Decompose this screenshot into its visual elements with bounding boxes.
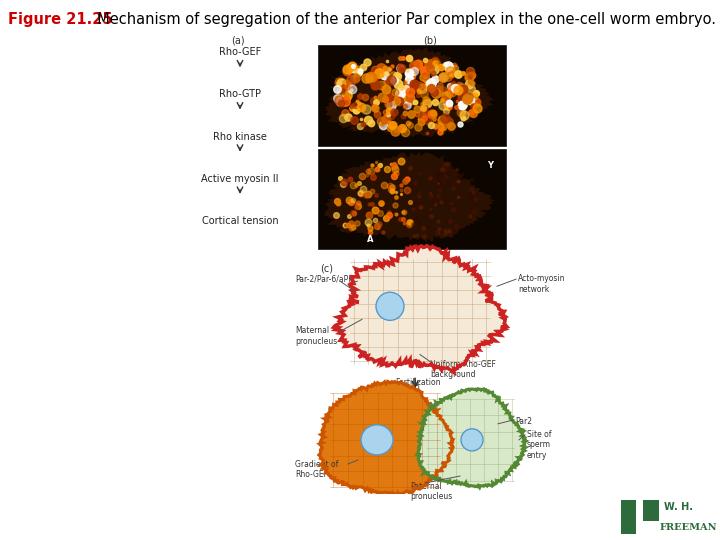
Polygon shape: [325, 152, 495, 242]
FancyBboxPatch shape: [643, 500, 659, 521]
Text: (c): (c): [320, 263, 333, 273]
Text: Copyright © 2013 by W. H. Freeman and Company: Copyright © 2013 by W. H. Freeman and Co…: [228, 512, 492, 522]
Bar: [318, 148, 506, 249]
Ellipse shape: [376, 292, 404, 320]
Text: (b): (b): [423, 35, 437, 45]
Text: Active myosin II: Active myosin II: [202, 174, 279, 184]
Text: W. H.: W. H.: [664, 502, 693, 512]
Text: Acto-myosin
network: Acto-myosin network: [518, 274, 565, 294]
Text: Fertilization: Fertilization: [395, 377, 441, 387]
Text: Site of
sperm
entry: Site of sperm entry: [527, 430, 552, 460]
FancyBboxPatch shape: [616, 496, 713, 538]
Ellipse shape: [461, 429, 483, 451]
Text: A: A: [366, 234, 373, 244]
Text: (a): (a): [231, 35, 245, 45]
Polygon shape: [319, 381, 453, 496]
Bar: [318, 45, 506, 146]
Text: Y: Y: [487, 161, 493, 170]
Text: th: th: [138, 496, 146, 505]
Text: Molecular Cell Biology, 7: Molecular Cell Biology, 7: [7, 502, 135, 512]
Text: Par2: Par2: [403, 384, 420, 394]
Ellipse shape: [361, 425, 393, 455]
Text: Rho kinase: Rho kinase: [213, 132, 267, 141]
Text: Rho-GTP: Rho-GTP: [219, 90, 261, 99]
Polygon shape: [334, 246, 507, 373]
Text: Gradient of
Rho-GEF: Gradient of Rho-GEF: [295, 460, 338, 480]
Text: Edition: Edition: [150, 502, 189, 512]
FancyBboxPatch shape: [621, 500, 636, 535]
Text: Rho-GEF: Rho-GEF: [219, 47, 261, 57]
Text: Paternal
pronucleus: Paternal pronucleus: [410, 482, 452, 502]
Text: FREEMAN: FREEMAN: [660, 523, 717, 532]
Text: Cortical tension: Cortical tension: [202, 216, 279, 226]
Polygon shape: [325, 48, 495, 137]
Text: Mechanism of segregation of the anterior Par complex in the one-cell worm embryo: Mechanism of segregation of the anterior…: [88, 12, 716, 27]
Text: Uniform Rho-GEF
background: Uniform Rho-GEF background: [430, 360, 496, 379]
Text: Par-2/Par-6/aPKC: Par-2/Par-6/aPKC: [295, 274, 358, 283]
Text: Figure 21.25: Figure 21.25: [8, 12, 112, 27]
Text: Maternal
pronucleus: Maternal pronucleus: [295, 326, 337, 346]
Polygon shape: [417, 389, 526, 488]
Text: Lodish et al.: Lodish et al.: [7, 522, 71, 532]
Text: Par2: Par2: [515, 417, 532, 426]
